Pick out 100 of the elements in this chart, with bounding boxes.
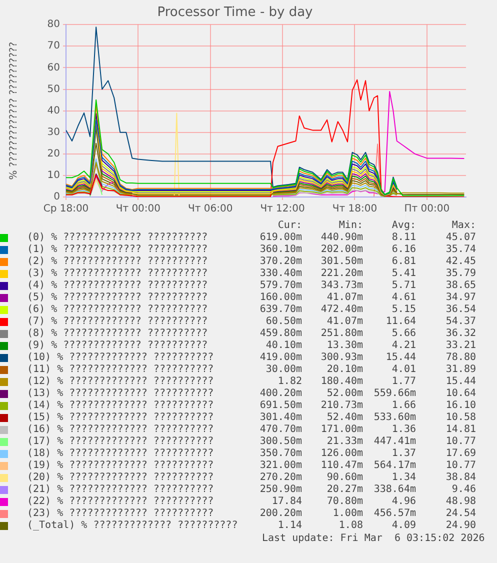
- text: 440.90m: [320, 232, 363, 244]
- text: 20.27m: [326, 484, 363, 496]
- text: 30.00m: [264, 364, 302, 376]
- legend-label: (13) % ????????????? ??????????: [27, 388, 215, 400]
- legend-label: (12) % ????????????? ??????????: [27, 376, 215, 388]
- text: 33.21: [444, 340, 476, 352]
- text: 180.40m: [320, 376, 363, 388]
- text: 1.14: [276, 520, 302, 532]
- text: 250.90m: [258, 484, 302, 496]
- text: 38.65: [444, 280, 476, 292]
- text: 400.20m: [258, 388, 302, 400]
- text: 639.70m: [258, 304, 302, 316]
- text: 221.20m: [320, 268, 363, 280]
- text: 321.00m: [258, 460, 302, 472]
- text: 34.97: [444, 292, 476, 304]
- x-tick-label: Чт 12:00: [260, 204, 305, 215]
- text: 1.34: [390, 472, 416, 484]
- text: 200.20m: [258, 508, 302, 520]
- text: Cur:: [276, 220, 302, 232]
- text: 78.80: [444, 352, 476, 364]
- text: 564.17m: [372, 460, 416, 472]
- text: 17.84: [270, 496, 302, 508]
- text: Avg:: [390, 220, 416, 232]
- text: 4.09: [390, 520, 416, 532]
- legend-label: (_Total) % ????????????? ??????????: [27, 520, 239, 532]
- legend-label: (10) % ????????????? ??????????: [27, 352, 215, 364]
- y-axis-title: % ????????????? ??????????: [8, 42, 20, 180]
- text: 15.44: [444, 376, 476, 388]
- text: 210.73m: [320, 400, 363, 412]
- text: 35.74: [444, 244, 476, 256]
- chart-title: Processor Time - by day: [157, 5, 314, 20]
- text: 40.10m: [264, 340, 302, 352]
- y-tick-label: 80: [47, 19, 60, 30]
- text: 1.36: [390, 424, 416, 436]
- x-tick-label: Чт 18:00: [332, 204, 378, 215]
- text: 301.40m: [258, 412, 302, 424]
- text: 45.07: [444, 232, 476, 244]
- text: 5.71: [390, 280, 416, 292]
- text: 160.00m: [258, 292, 302, 304]
- legend-label: (8) % ????????????? ??????????: [27, 328, 209, 340]
- text: 24.54: [444, 508, 476, 520]
- text: 42.45: [444, 256, 476, 268]
- text: 70.80m: [326, 496, 363, 508]
- text: 36.54: [444, 304, 476, 316]
- text: 338.64m: [372, 484, 416, 496]
- text: 343.73m: [320, 280, 363, 292]
- text: 559.66m: [372, 388, 416, 400]
- legend-label: (6) % ????????????? ??????????: [27, 304, 209, 316]
- legend-label: (16) % ????????????? ??????????: [27, 424, 215, 436]
- legend-label: (7) % ????????????? ??????????: [27, 316, 209, 328]
- legend-label: (5) % ????????????? ??????????: [27, 292, 209, 304]
- text: 619.00m: [258, 232, 302, 244]
- text: 41.07m: [326, 292, 363, 304]
- legend-label: (4) % ????????????? ??????????: [27, 280, 209, 292]
- text: 360.10m: [258, 244, 302, 256]
- legend-label: (19) % ????????????? ??????????: [27, 460, 215, 472]
- text: 300.50m: [258, 436, 302, 448]
- text: 202.00m: [320, 244, 363, 256]
- text: Last update: Fri Mar 6 03:15:02 2026: [261, 532, 486, 545]
- y-tick-label: 20: [47, 148, 60, 160]
- text: 6.81: [390, 256, 416, 268]
- text: 24.90: [444, 520, 476, 532]
- text: 579.70m: [258, 280, 302, 292]
- text: 1.82: [276, 376, 302, 388]
- text: 1.08: [338, 520, 363, 532]
- text: 459.80m: [258, 328, 302, 340]
- legend-label: (14) % ????????????? ??????????: [27, 400, 215, 412]
- text: 60.50m: [264, 316, 302, 328]
- text: 10.77: [444, 460, 476, 472]
- text: 31.89: [444, 364, 476, 376]
- text: 16.10: [444, 400, 476, 412]
- text: 470.70m: [258, 424, 302, 436]
- text: 10.58: [444, 412, 476, 424]
- text: 17.69: [444, 448, 476, 460]
- legend-label: (22) % ????????????? ??????????: [27, 496, 215, 508]
- text: 5.15: [390, 304, 416, 316]
- text: 472.40m: [320, 304, 363, 316]
- text: 126.00m: [320, 448, 363, 460]
- text: 11.64: [384, 316, 416, 328]
- text: 14.81: [444, 424, 476, 436]
- text: 4.01: [390, 364, 416, 376]
- text: 6.16: [390, 244, 416, 256]
- text: 90.60m: [326, 472, 363, 484]
- text: 1.77: [390, 376, 416, 388]
- text: 456.57m: [372, 508, 416, 520]
- x-tick-label: Чт 00:00: [116, 204, 161, 215]
- text: 370.20m: [258, 256, 302, 268]
- legend-label: (20) % ????????????? ??????????: [27, 472, 215, 484]
- text: 38.84: [444, 472, 476, 484]
- text: 20.10m: [326, 364, 363, 376]
- legend-label: (3) % ????????????? ??????????: [27, 268, 209, 280]
- text: 350.70m: [258, 448, 302, 460]
- text: 447.41m: [372, 436, 416, 448]
- legend-label: (1) % ????????????? ??????????: [27, 244, 209, 256]
- text: 1.66: [390, 400, 416, 412]
- text: 4.96: [390, 496, 416, 508]
- text: 9.46: [450, 484, 476, 496]
- y-tick-label: 0: [54, 192, 60, 203]
- text: 1.00m: [332, 508, 363, 520]
- text: 48.98: [444, 496, 476, 508]
